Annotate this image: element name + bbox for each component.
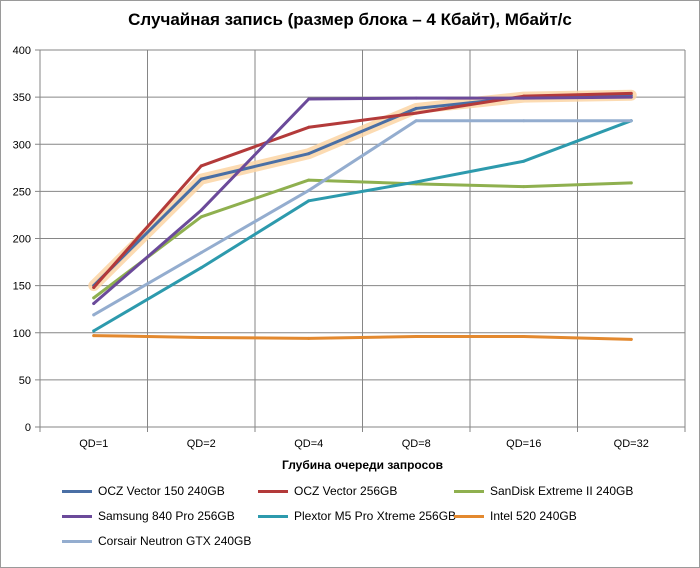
legend-label: Intel 520 240GB	[490, 509, 577, 523]
series-line-ocz-vector-256gb	[92, 91, 633, 290]
data-point-ocz-vector-256gb	[414, 111, 418, 115]
legend-swatch	[454, 514, 484, 518]
y-tick-label: 100	[13, 328, 31, 340]
y-tick-label: 200	[13, 234, 31, 246]
legend-label: OCZ Vector 256GB	[294, 484, 398, 498]
data-point-samsung-840-pro-256gb	[629, 95, 633, 99]
data-point-corsair-neutron-gtx-240gb	[414, 119, 418, 123]
y-tick-label: 400	[13, 45, 31, 57]
y-tick-label: 250	[13, 186, 31, 198]
legend-label: Samsung 840 Pro 256GB	[98, 509, 235, 523]
data-point-samsung-840-pro-256gb	[92, 302, 96, 306]
data-point-corsair-neutron-gtx-240gb	[307, 188, 311, 192]
legend-swatch	[62, 539, 92, 543]
data-point-intel-520-240gb	[522, 335, 526, 339]
series-line-samsung-840-pro-256gb	[92, 95, 633, 306]
data-point-corsair-neutron-gtx-240gb	[522, 119, 526, 123]
data-point-intel-520-240gb	[307, 336, 311, 340]
data-point-samsung-840-pro-256gb	[199, 208, 203, 212]
y-tick-label: 350	[13, 92, 31, 104]
data-point-corsair-neutron-gtx-240gb	[92, 313, 96, 317]
data-point-plextor-m5-pro-xtreme-256gb	[522, 159, 526, 163]
x-tick-label: QD=16	[506, 438, 541, 450]
x-tick-label: QD=8	[402, 438, 431, 450]
x-tick-label: QD=4	[294, 438, 323, 450]
data-point-intel-520-240gb	[199, 335, 203, 339]
x-axis-title: Глубина очереди запросов	[281, 458, 443, 472]
data-point-sandisk-extreme-ii-240gb	[92, 296, 96, 300]
legend-swatch	[62, 514, 92, 518]
data-point-corsair-neutron-gtx-240gb	[629, 119, 633, 123]
legend-item: OCZ Vector 256GB	[258, 482, 397, 500]
x-tick-label: QD=32	[614, 438, 649, 450]
legend-label: OCZ Vector 150 240GB	[98, 484, 225, 498]
series-line-sandisk-extreme-ii-240gb	[92, 178, 633, 300]
legend-label: Plextor M5 Pro Xtreme 256GB	[294, 509, 457, 523]
legend-swatch	[258, 514, 288, 518]
legend-swatch	[258, 489, 288, 493]
data-point-ocz-vector-256gb	[307, 125, 311, 129]
series-line-corsair-neutron-gtx-240gb	[92, 119, 633, 317]
data-point-sandisk-extreme-ii-240gb	[307, 178, 311, 182]
y-tick-label: 0	[25, 422, 31, 434]
data-point-plextor-m5-pro-xtreme-256gb	[199, 266, 203, 270]
data-point-samsung-840-pro-256gb	[522, 96, 526, 100]
legend-item: Intel 520 240GB	[454, 507, 577, 525]
legend-item: Corsair Neutron GTX 240GB	[62, 532, 251, 550]
legend-label: Corsair Neutron GTX 240GB	[98, 534, 252, 548]
data-point-ocz-vector-256gb	[199, 164, 203, 168]
data-point-corsair-neutron-gtx-240gb	[199, 251, 203, 255]
series-line-plextor-m5-pro-xtreme-256gb	[92, 119, 633, 333]
legend-item: OCZ Vector 150 240GB	[62, 482, 225, 500]
x-tick-label: QD=1	[79, 438, 108, 450]
data-point-ocz-vector-256gb	[629, 91, 633, 95]
data-point-intel-520-240gb	[414, 335, 418, 339]
legend-label: SanDisk Extreme II 240GB	[490, 484, 634, 498]
y-tick-label: 300	[13, 139, 31, 151]
series-line-intel-520-240gb	[92, 334, 633, 341]
data-point-plextor-m5-pro-xtreme-256gb	[307, 199, 311, 203]
data-point-sandisk-extreme-ii-240gb	[522, 185, 526, 189]
data-point-intel-520-240gb	[629, 337, 633, 341]
legend-swatch	[62, 489, 92, 493]
legend-item: Plextor M5 Pro Xtreme 256GB	[258, 507, 456, 525]
data-point-samsung-840-pro-256gb	[414, 96, 418, 100]
data-point-intel-520-240gb	[92, 334, 96, 338]
data-point-samsung-840-pro-256gb	[307, 97, 311, 101]
data-point-ocz-vector-256gb	[92, 286, 96, 290]
y-tick-label: 50	[19, 375, 31, 387]
legend-item: SanDisk Extreme II 240GB	[454, 482, 633, 500]
data-point-sandisk-extreme-ii-240gb	[199, 215, 203, 219]
data-point-ocz-vector-150-240gb	[307, 152, 311, 156]
y-tick-label: 150	[13, 281, 31, 293]
data-point-plextor-m5-pro-xtreme-256gb	[92, 329, 96, 333]
data-point-plextor-m5-pro-xtreme-256gb	[414, 180, 418, 184]
data-point-ocz-vector-150-240gb	[414, 106, 418, 110]
legend-swatch	[454, 489, 484, 493]
chart-title: Случайная запись (размер блока – 4 Кбайт…	[128, 10, 572, 29]
data-point-ocz-vector-150-240gb	[199, 177, 203, 181]
x-tick-label: QD=2	[187, 438, 216, 450]
data-point-sandisk-extreme-ii-240gb	[629, 181, 633, 185]
legend-item: Samsung 840 Pro 256GB	[62, 507, 235, 525]
